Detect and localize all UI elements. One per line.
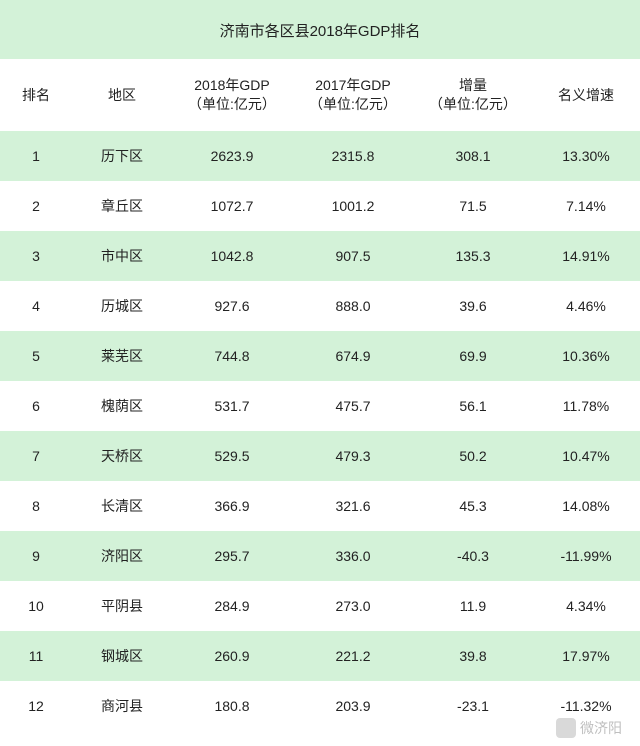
cell: 366.9 [172, 497, 292, 516]
cell: 13.30% [532, 147, 640, 166]
col-header-0: 排名 [0, 86, 72, 105]
cell: 135.3 [414, 247, 532, 266]
cell: 4.46% [532, 297, 640, 316]
cell: 203.9 [292, 697, 414, 716]
cell: 历城区 [72, 297, 172, 316]
cell: 295.7 [172, 547, 292, 566]
cell: 221.2 [292, 647, 414, 666]
cell: 5 [0, 347, 72, 366]
col-header-5: 名义增速 [532, 86, 640, 105]
cell: 180.8 [172, 697, 292, 716]
cell: 3 [0, 247, 72, 266]
cell: -23.1 [414, 697, 532, 716]
col-header-4: 增量 （单位:亿元） [414, 76, 532, 114]
cell: 4 [0, 297, 72, 316]
cell: 674.9 [292, 347, 414, 366]
cell: 7.14% [532, 197, 640, 216]
cell: 2315.8 [292, 147, 414, 166]
cell: 273.0 [292, 597, 414, 616]
cell: 11 [0, 647, 72, 666]
cell: 济阳区 [72, 547, 172, 566]
cell: 7 [0, 447, 72, 466]
cell: 321.6 [292, 497, 414, 516]
cell: 260.9 [172, 647, 292, 666]
cell: 1042.8 [172, 247, 292, 266]
cell: 927.6 [172, 297, 292, 316]
watermark-icon [556, 718, 576, 738]
cell: 8 [0, 497, 72, 516]
cell: 11.9 [414, 597, 532, 616]
cell: 2 [0, 197, 72, 216]
table-row: 10平阴县284.9273.011.94.34% [0, 581, 640, 631]
cell: 4.34% [532, 597, 640, 616]
gdp-ranking-table: 济南市各区县2018年GDP排名 排名地区2018年GDP （单位:亿元）201… [0, 0, 640, 731]
table-row: 7天桥区529.5479.350.210.47% [0, 431, 640, 481]
cell: 2623.9 [172, 147, 292, 166]
table-row: 3市中区1042.8907.5135.314.91% [0, 231, 640, 281]
table-title: 济南市各区县2018年GDP排名 [0, 0, 640, 59]
cell: 平阴县 [72, 597, 172, 616]
cell: 1072.7 [172, 197, 292, 216]
cell: 336.0 [292, 547, 414, 566]
table-row: 1历下区2623.92315.8308.113.30% [0, 131, 640, 181]
table-header-row: 排名地区2018年GDP （单位:亿元）2017年GDP （单位:亿元）增量 （… [0, 59, 640, 131]
cell: 17.97% [532, 647, 640, 666]
cell: 10 [0, 597, 72, 616]
cell: 744.8 [172, 347, 292, 366]
cell: 11.78% [532, 397, 640, 416]
watermark: 微济阳 [556, 718, 622, 738]
cell: 907.5 [292, 247, 414, 266]
table-row: 5莱芜区744.8674.969.910.36% [0, 331, 640, 381]
cell: 888.0 [292, 297, 414, 316]
cell: 475.7 [292, 397, 414, 416]
cell: 10.47% [532, 447, 640, 466]
cell: 9 [0, 547, 72, 566]
cell: 章丘区 [72, 197, 172, 216]
cell: 531.7 [172, 397, 292, 416]
cell: 天桥区 [72, 447, 172, 466]
cell: 6 [0, 397, 72, 416]
col-header-1: 地区 [72, 86, 172, 105]
table-row: 12商河县180.8203.9-23.1-11.32% [0, 681, 640, 731]
cell: 12 [0, 697, 72, 716]
cell: 10.36% [532, 347, 640, 366]
cell: 1001.2 [292, 197, 414, 216]
table-body: 1历下区2623.92315.8308.113.30%2章丘区1072.7100… [0, 131, 640, 731]
cell: 市中区 [72, 247, 172, 266]
cell: 479.3 [292, 447, 414, 466]
cell: -11.32% [532, 697, 640, 716]
table-row: 9济阳区295.7336.0-40.3-11.99% [0, 531, 640, 581]
cell: 历下区 [72, 147, 172, 166]
cell: 39.6 [414, 297, 532, 316]
cell: 50.2 [414, 447, 532, 466]
table-row: 2章丘区1072.71001.271.57.14% [0, 181, 640, 231]
cell: 14.08% [532, 497, 640, 516]
table-row: 11钢城区260.9221.239.817.97% [0, 631, 640, 681]
cell: 56.1 [414, 397, 532, 416]
cell: 莱芜区 [72, 347, 172, 366]
col-header-3: 2017年GDP （单位:亿元） [292, 76, 414, 114]
watermark-text: 微济阳 [580, 718, 622, 738]
table-row: 4历城区927.6888.039.64.46% [0, 281, 640, 331]
cell: 45.3 [414, 497, 532, 516]
cell: 284.9 [172, 597, 292, 616]
cell: 1 [0, 147, 72, 166]
cell: 308.1 [414, 147, 532, 166]
table-row: 8长清区366.9321.645.314.08% [0, 481, 640, 531]
cell: 69.9 [414, 347, 532, 366]
cell: 槐荫区 [72, 397, 172, 416]
cell: 71.5 [414, 197, 532, 216]
cell: 14.91% [532, 247, 640, 266]
cell: 长清区 [72, 497, 172, 516]
cell: 529.5 [172, 447, 292, 466]
cell: 39.8 [414, 647, 532, 666]
table-row: 6槐荫区531.7475.756.111.78% [0, 381, 640, 431]
col-header-2: 2018年GDP （单位:亿元） [172, 76, 292, 114]
cell: -11.99% [532, 547, 640, 566]
cell: 商河县 [72, 697, 172, 716]
cell: -40.3 [414, 547, 532, 566]
cell: 钢城区 [72, 647, 172, 666]
